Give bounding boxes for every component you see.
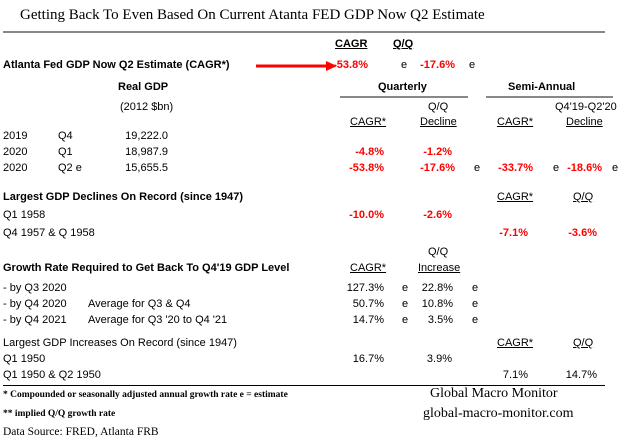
growth-cagr: 127.3%: [346, 282, 384, 294]
growth-qq: 3.5%: [427, 314, 453, 326]
footnote-qq: ** implied Q/Q growth rate: [3, 409, 116, 419]
growth-row-note: Average for Q3 '20 to Q4 '21: [88, 314, 228, 326]
data-source: Data Source: FRED, Atlanta FRB: [3, 426, 159, 438]
growth-cagr: 14.7%: [352, 314, 384, 326]
growth-row-label: - by Q3 2020: [3, 282, 67, 294]
growth-row-label: - by Q4 2020: [3, 298, 67, 310]
unit-label: (2012 $bn): [120, 101, 174, 113]
gdp-quarter: Q4: [58, 130, 73, 142]
declines-title: Largest GDP Declines On Record (since 19…: [3, 191, 244, 203]
growth-qq-header: Q/Q: [428, 246, 449, 258]
growth-title: Growth Rate Required to Get Back To Q4'1…: [3, 262, 290, 274]
gdp-value: 15,655.5: [125, 162, 168, 174]
increases-qq-header: Q/Q: [573, 337, 594, 349]
increases-qq: 3.9%: [426, 353, 452, 365]
q-qq-header: Q/Q: [428, 101, 449, 113]
flag: e: [401, 59, 408, 71]
declines-s-qq: -3.6%: [568, 227, 597, 239]
growth-cagr: 50.7%: [352, 298, 384, 310]
s-qq-value: -18.6%: [567, 162, 602, 174]
increases-cagr-header: CAGR*: [497, 337, 534, 349]
title-rule: [3, 31, 605, 33]
nowcast-label: Atlanta Fed GDP Now Q2 Estimate (CAGR*): [3, 59, 230, 71]
declines-s-cagr: -7.1%: [499, 227, 528, 239]
s-decline-header: Decline: [566, 116, 603, 128]
semi-annual-header: Semi-Annual: [508, 81, 576, 93]
q-cagr-header: CAGR*: [350, 116, 387, 128]
growth-row-note: Average for Q3 & Q4: [88, 298, 191, 310]
q-cagr-value: -53.8%: [349, 162, 384, 174]
nowcast-qq-header: Q/Q: [393, 38, 414, 50]
gdp-quarter: Q1: [58, 146, 73, 158]
increases-row-label: Q1 1950 & Q2 1950: [3, 369, 101, 381]
flag: e: [612, 162, 619, 174]
q-cagr-value: -4.8%: [355, 146, 384, 158]
footnote-cagr: * Compounded or seasonally adjusted annu…: [3, 390, 288, 400]
growth-row-label: - by Q4 2021: [3, 314, 67, 326]
gdp-year: 2020: [3, 146, 28, 158]
increases-cagr: 16.7%: [352, 353, 384, 365]
brand-url[interactable]: global-macro-monitor.com: [423, 406, 574, 421]
flag: e: [472, 282, 479, 294]
declines-qq: -2.6%: [423, 209, 452, 221]
flag: e: [402, 314, 409, 326]
declines-cagr-header: CAGR*: [497, 191, 534, 203]
red-arrow-icon: [256, 61, 337, 71]
growth-increase-header: Increase: [418, 262, 461, 274]
q-qq-value: -17.6%: [420, 162, 455, 174]
increases-s-cagr: 7.1%: [502, 369, 528, 381]
q-qq-value: -1.2%: [423, 146, 452, 158]
flag: e: [474, 162, 481, 174]
page-title: Getting Back To Even Based On Current At…: [20, 7, 485, 23]
gdp-value: 18,987.9: [125, 146, 168, 158]
quarterly-rule: [340, 96, 468, 98]
declines-qq-header: Q/Q: [573, 191, 594, 203]
gdp-year: 2020: [3, 162, 28, 174]
flag: e: [402, 298, 409, 310]
footer-rule: [3, 385, 605, 386]
brand-name: Global Macro Monitor: [430, 386, 558, 401]
flag: e: [472, 314, 479, 326]
quarterly-header: Quarterly: [378, 81, 427, 93]
increases-row-label: Q1 1950: [3, 353, 46, 365]
growth-qq: 10.8%: [421, 298, 453, 310]
q-decline-header: Decline: [420, 116, 457, 128]
real-gdp-header: Real GDP: [118, 81, 169, 93]
increases-title: Largest GDP Increases On Record (since 1…: [3, 337, 237, 349]
growth-cagr-header: CAGR*: [350, 262, 387, 274]
gdp-quarter: Q2 e: [58, 162, 82, 174]
nowcast-cagr-header: CAGR: [335, 38, 368, 50]
flag: e: [402, 282, 409, 294]
flag: e: [553, 162, 560, 174]
flag: e: [472, 298, 479, 310]
declines-row-label: Q1 1958: [3, 209, 46, 221]
growth-qq: 22.8%: [421, 282, 453, 294]
s-qq-header: Q4'19-Q2'20: [555, 101, 617, 113]
nowcast-cagr: -53.8%: [333, 59, 368, 71]
nowcast-qq: -17.6%: [420, 59, 455, 71]
gdp-value: 19,222.0: [125, 130, 168, 142]
flag: e: [469, 59, 476, 71]
semi-rule: [486, 96, 613, 98]
s-cagr-value: -33.7%: [498, 162, 533, 174]
gdp-year: 2019: [3, 130, 28, 142]
declines-row-label: Q4 1957 & Q 1958: [3, 227, 95, 239]
increases-s-qq: 14.7%: [565, 369, 597, 381]
declines-cagr: -10.0%: [349, 209, 384, 221]
s-cagr-header: CAGR*: [497, 116, 534, 128]
